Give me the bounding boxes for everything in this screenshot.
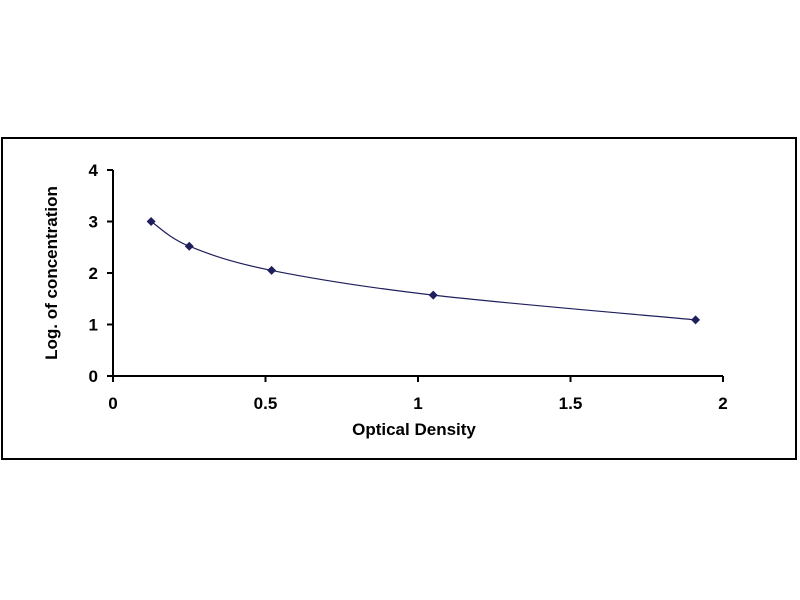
data-point-diamond [184,241,194,251]
x-ticks: 0 0.5 1 1.5 2 [108,376,728,413]
y-tick-label: 2 [89,264,98,283]
data-point-diamond [691,315,701,325]
y-axis-title: Log. of concentration [42,186,61,360]
x-axis-title: Optical Density [352,420,476,439]
y-tick-label: 0 [89,367,98,386]
y-tick-label: 4 [89,161,99,180]
axes [112,170,723,377]
x-tick-label: 0 [108,394,117,413]
chart-frame [1,137,797,460]
y-ticks: 0 1 2 3 4 [89,161,113,386]
y-tick-label: 1 [89,316,98,335]
data-points [146,217,701,325]
data-point-diamond [146,217,156,226]
x-tick-label: 1 [413,394,422,413]
fit-curve [150,220,696,321]
data-point-diamond [428,290,438,300]
x-tick-label: 1.5 [559,394,583,413]
data-point-diamond [267,265,277,275]
y-tick-label: 3 [89,213,98,232]
x-tick-label: 0.5 [254,394,278,413]
x-tick-label: 2 [718,394,727,413]
